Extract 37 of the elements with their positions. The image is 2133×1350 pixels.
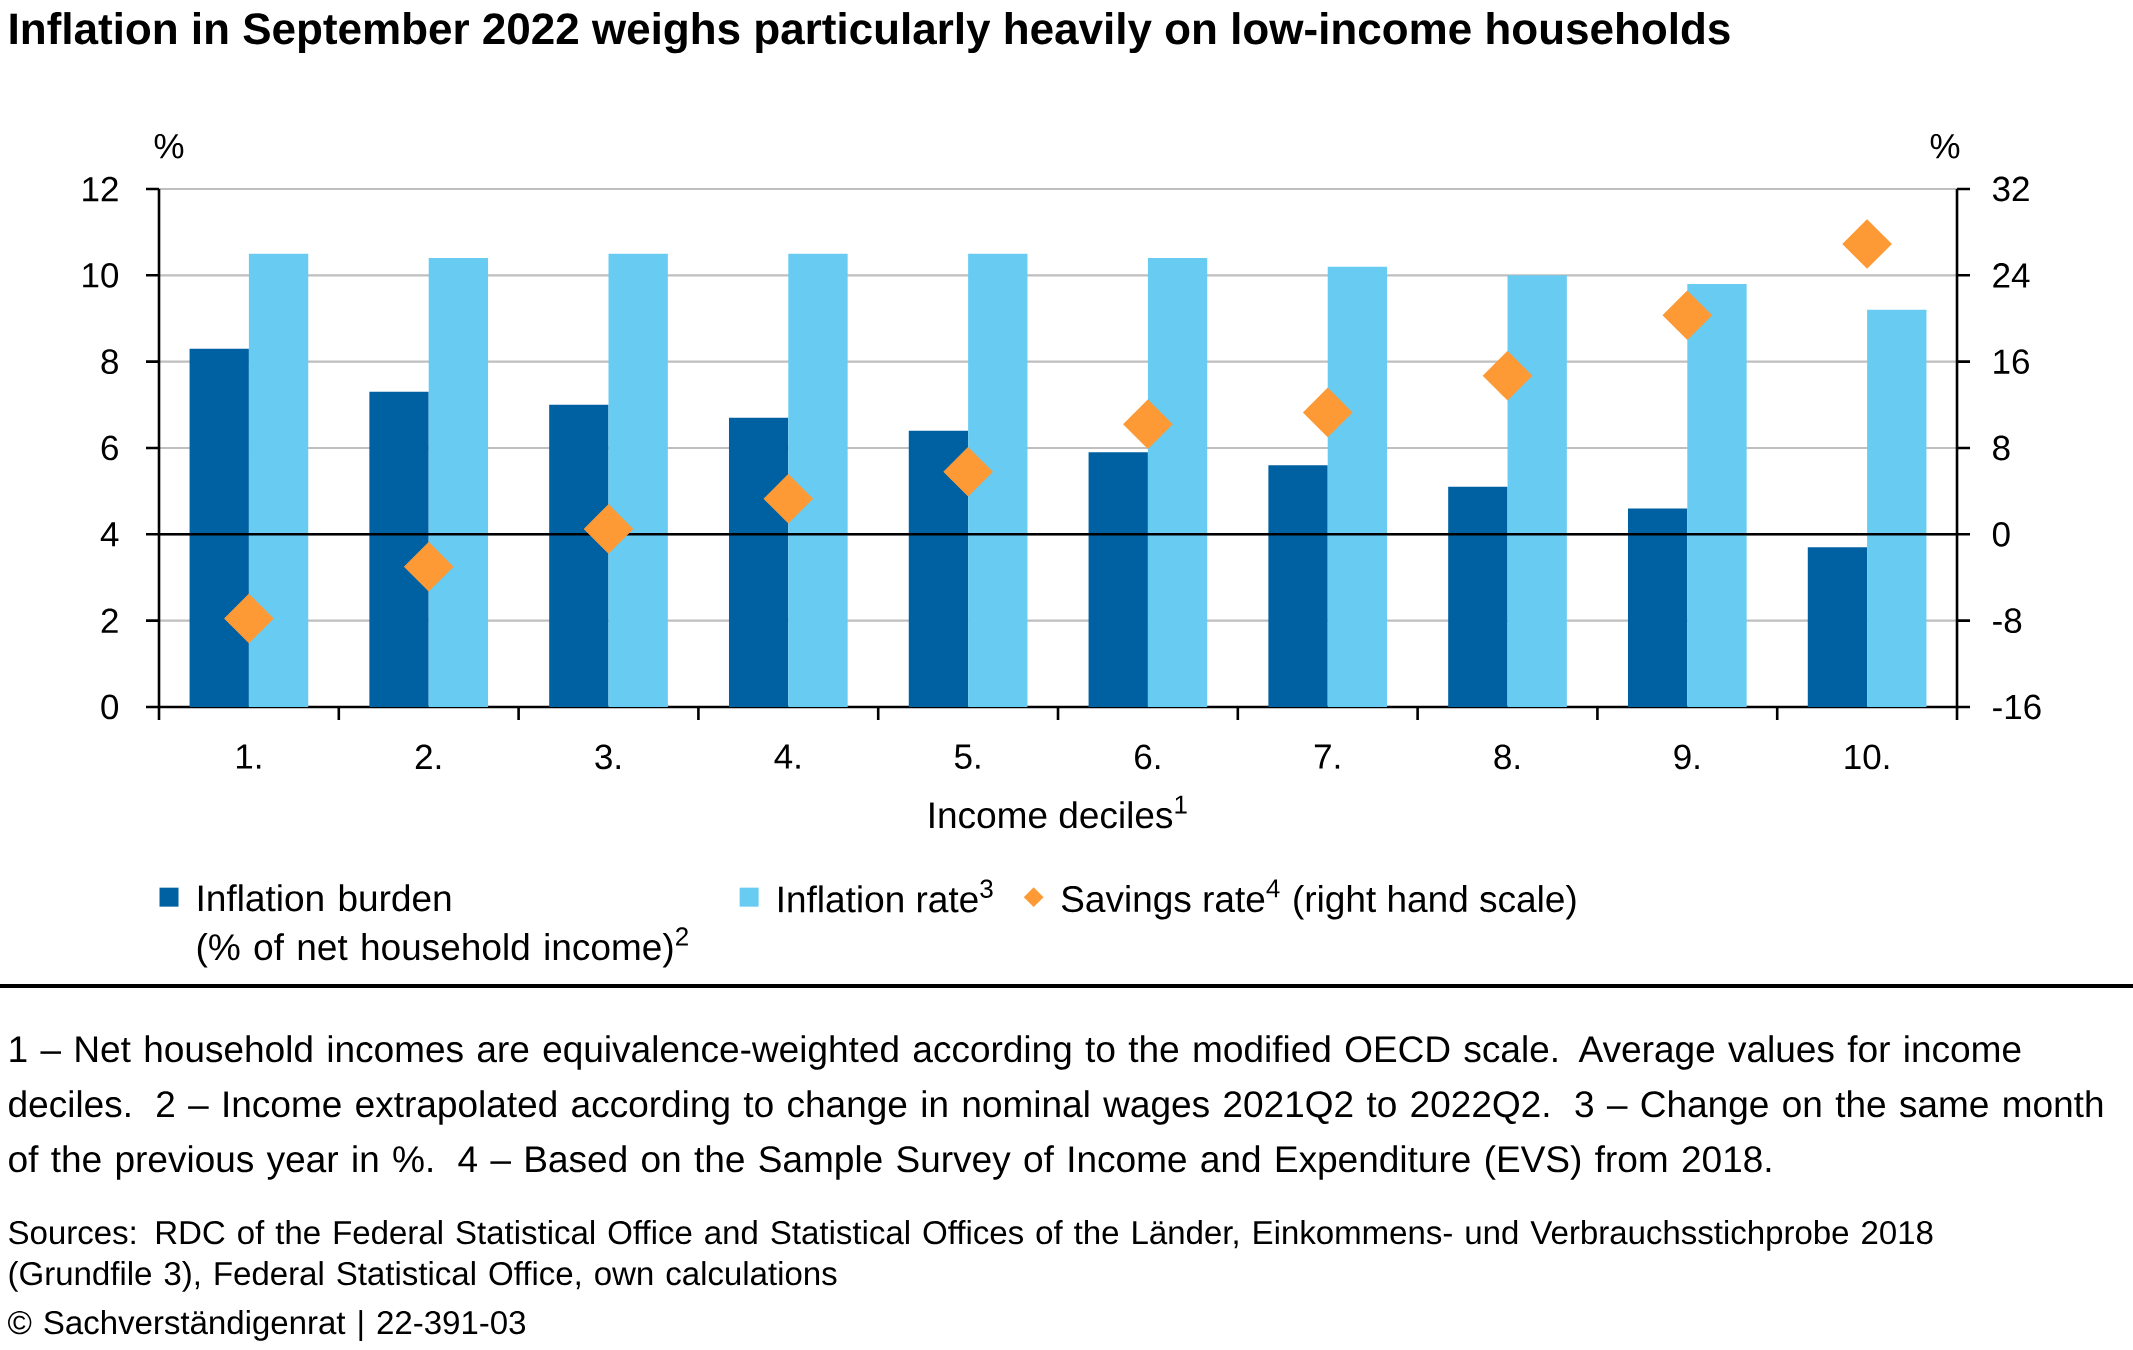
x-axis-title: Income deciles$^{1}$ bbox=[930, 795, 1187, 829]
y-axis-title: % bbox=[154, 133, 184, 159]
x-tick-label: 1. bbox=[236, 744, 261, 769]
text: 2 – Income extrapolated according to change in nominal wages 2021Q2 to 2022Q2. bbox=[157, 1090, 1549, 1125]
x-tick-label: 7. bbox=[1314, 744, 1340, 769]
legend-label: Inflation rate$^{3}$ bbox=[779, 879, 993, 913]
y2-tick-label: -16 bbox=[1993, 694, 2041, 720]
text: of the previous year in %. bbox=[9, 1145, 432, 1180]
y-tick-label: 2 bbox=[101, 608, 118, 633]
y2-tick-label: 16 bbox=[1994, 349, 2029, 375]
x-tick-label: 9. bbox=[1674, 744, 1699, 770]
text: © Sachverständigenrat | 22-391-03 bbox=[8, 1310, 526, 1341]
text: 3 – Change on the same month bbox=[1575, 1090, 2103, 1125]
y2-axis-title: % bbox=[1930, 133, 1960, 159]
chart-title: Inflation in September 2022 weighs particularly heavily on low-income households bbox=[10, 12, 1730, 54]
y-tick-label: 8 bbox=[101, 349, 118, 375]
source-note: Sources: RDC of the Federal Statistical Office and Statistical Offices of the Länder, Einkommens- und Verbrauchsstichprobe 2018 (Grundfile 3), Federal Statistical Office, own calculations bbox=[9, 1220, 1933, 1292]
y2-tick-label: -8 bbox=[1993, 608, 2022, 634]
legend-label: Savings rate$^{4}$ (right hand scale) bbox=[1061, 879, 1576, 920]
y2-tick-label: 0 bbox=[1992, 521, 2010, 547]
x-tick-label: 2. bbox=[415, 744, 441, 769]
x-tick-label: 8. bbox=[1494, 744, 1519, 770]
y-tick-label: 12 bbox=[83, 176, 118, 202]
text: 4 – Based on the Sample Survey of Income and Expenditure (EVS) from 2018. bbox=[458, 1145, 1771, 1180]
x-tick-label: 6. bbox=[1135, 744, 1160, 770]
y2-tick-label: 8 bbox=[1993, 435, 2010, 461]
x-tick-label: 5. bbox=[954, 744, 980, 769]
y-tick-label: 4 bbox=[100, 522, 119, 547]
legend-label: Inflation burden (% of net household income)$^{2}$ bbox=[197, 884, 688, 968]
y2-tick-label: 32 bbox=[1992, 176, 2029, 202]
y-tick-label: 0 bbox=[101, 694, 119, 720]
y-tick-label: 6 bbox=[101, 435, 118, 461]
x-tick-label: 3. bbox=[595, 744, 620, 770]
x-tick-label: 10. bbox=[1845, 744, 1889, 770]
x-tick-label: 4. bbox=[774, 744, 800, 769]
y-tick-label: 10 bbox=[83, 262, 119, 288]
y2-tick-label: 24 bbox=[1993, 263, 2030, 288]
